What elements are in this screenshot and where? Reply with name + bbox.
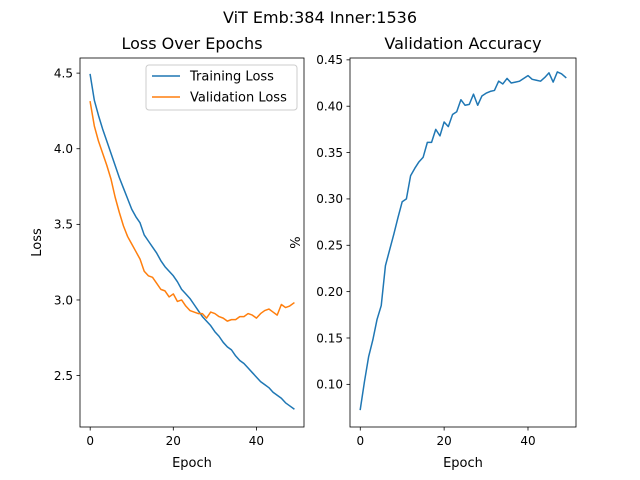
loss-y-tick-label: 3.0: [54, 293, 73, 307]
accuracy-y-tick-label: 0.15: [316, 331, 343, 345]
accuracy-chart: Validation Accuracy 0 20 40 0.100.150.200.…: [289, 34, 577, 471]
loss-y-tick-label: 4.5: [54, 66, 73, 80]
accuracy-y-tick-label: 0.35: [316, 146, 343, 160]
loss-lines: [89, 73, 295, 410]
accuracy-series-line: [359, 71, 567, 411]
accuracy-y-tick-label: 0.45: [316, 53, 343, 67]
loss-y-ticks: 2.5 3.0 3.5 4.0 4.5: [54, 66, 80, 383]
validation-loss-line: [89, 100, 295, 322]
accuracy-x-axis-label: Epoch: [443, 456, 483, 471]
loss-y-axis-label: Loss: [30, 228, 45, 257]
loss-axes-frame: [79, 57, 305, 428]
accuracy-x-ticks: 0 20 40: [356, 427, 536, 448]
accuracy-x-tick-label: 0: [356, 434, 364, 448]
loss-legend: Training Loss Validation Loss: [145, 64, 298, 111]
loss-x-tick-label: 0: [86, 434, 94, 448]
accuracy-y-tick-label: 0.30: [316, 192, 343, 206]
accuracy-lines: [359, 71, 567, 411]
legend-box: [145, 64, 298, 111]
loss-chart: Loss Over Epochs 0 20 40 2.5 3.0 3.5 4.0 4.5 E…: [30, 34, 305, 471]
accuracy-y-tick-label: 0.40: [316, 100, 343, 114]
training-loss-line: [89, 73, 295, 410]
accuracy-y-tick-label: 0.10: [316, 378, 343, 392]
accuracy-y-tick-label: 0.25: [316, 239, 343, 253]
loss-x-ticks: 0 20 40: [86, 427, 264, 448]
accuracy-x-tick-label: 40: [520, 434, 535, 448]
loss-chart-title: Loss Over Epochs: [121, 34, 262, 53]
loss-x-axis-label: Epoch: [172, 456, 212, 471]
accuracy-axes-frame: [349, 57, 577, 428]
loss-x-tick-label: 20: [166, 434, 181, 448]
accuracy-y-tick-label: 0.20: [316, 285, 343, 299]
legend-label-validation-loss: Validation Loss: [190, 91, 287, 106]
loss-x-tick-label: 40: [249, 434, 264, 448]
loss-y-tick-label: 2.5: [54, 369, 73, 383]
legend-label-training-loss: Training Loss: [189, 70, 274, 85]
accuracy-x-tick-label: 20: [436, 434, 451, 448]
accuracy-y-axis-label: %: [289, 236, 304, 248]
accuracy-y-ticks: 0.10 0.15 0.20 0.25 0.30 0.35 0.40 0.45: [316, 53, 350, 392]
figure-suptitle: ViT Emb:384 Inner:1536: [223, 8, 417, 27]
loss-y-tick-label: 4.0: [54, 142, 73, 156]
loss-y-tick-label: 3.5: [54, 218, 73, 232]
accuracy-chart-title: Validation Accuracy: [384, 34, 541, 53]
